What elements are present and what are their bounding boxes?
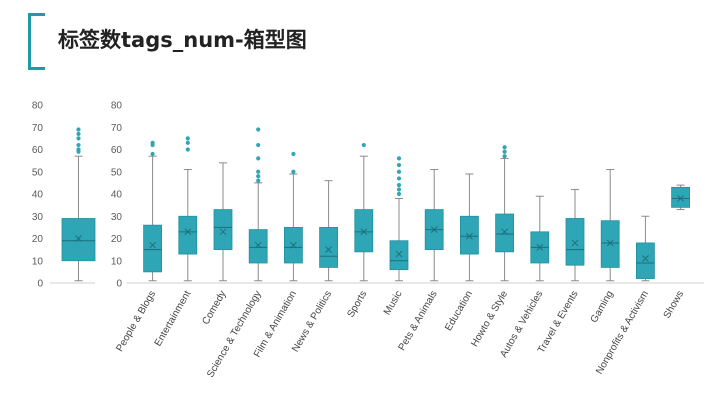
category-label: Shows xyxy=(662,289,687,320)
box-iqr xyxy=(389,240,409,271)
mean-marker xyxy=(254,241,262,249)
mean-marker xyxy=(75,235,82,242)
outlier-point xyxy=(76,131,81,137)
outlier-point xyxy=(76,136,81,141)
outlier-point xyxy=(256,169,261,174)
outlier-point xyxy=(396,156,402,161)
outlier-point xyxy=(396,176,402,181)
y-tick-label: 70 xyxy=(111,123,123,134)
mean-marker xyxy=(290,241,297,249)
category-label: Gaming xyxy=(589,289,616,325)
box-iqr xyxy=(319,226,339,268)
y-tick-label: 20 xyxy=(111,234,123,245)
y-tick-label: 40 xyxy=(111,190,123,201)
box-iqr xyxy=(61,218,96,262)
outlier-point xyxy=(76,147,81,152)
mean-marker xyxy=(642,255,649,262)
mean-marker xyxy=(536,244,544,251)
outlier-point xyxy=(185,136,190,141)
outlier-point xyxy=(256,174,261,179)
y-tick-label: 40 xyxy=(32,190,44,201)
outlier-point xyxy=(256,178,261,183)
box-iqr xyxy=(354,209,374,253)
outlier-point xyxy=(150,140,155,145)
outlier-point xyxy=(256,156,261,161)
mean-marker xyxy=(501,228,508,236)
y-tick-label: 10 xyxy=(111,256,123,267)
mean-marker xyxy=(360,228,368,236)
box-iqr xyxy=(459,215,479,255)
outlier-point xyxy=(256,127,261,132)
box-iqr xyxy=(636,242,655,279)
category-label: Education xyxy=(443,289,475,333)
category-label: Comedy xyxy=(200,289,228,327)
outlier-point xyxy=(502,149,507,154)
outlier-point xyxy=(502,154,507,159)
box-iqr xyxy=(213,209,233,251)
outlier-point xyxy=(76,127,81,132)
outlier-point xyxy=(291,151,296,157)
box-iqr xyxy=(671,186,690,208)
mean-marker xyxy=(149,241,156,249)
mean-marker xyxy=(430,226,438,233)
outlier-point xyxy=(396,191,402,197)
y-tick-label: 50 xyxy=(32,167,44,178)
box-iqr xyxy=(178,215,198,255)
outlier-point xyxy=(396,169,402,174)
page-title: 标签数tags_num-箱型图 xyxy=(58,28,307,52)
category-label: Pets & Animals xyxy=(397,289,440,353)
category-label: Howto & Style xyxy=(469,289,510,349)
outlier-point xyxy=(150,151,155,157)
category-label: People & Blogs xyxy=(114,289,158,354)
category-label: News & Politics xyxy=(290,289,334,354)
y-tick-label: 0 xyxy=(116,279,122,290)
mean-marker xyxy=(466,232,473,240)
y-tick-label: 10 xyxy=(32,256,44,267)
category-label: Sports xyxy=(345,289,369,320)
category-label: Music xyxy=(382,289,405,317)
outlier-point xyxy=(361,142,366,148)
mean-marker xyxy=(395,250,403,258)
y-tick-label: 0 xyxy=(37,279,43,290)
y-tick-label: 20 xyxy=(32,234,44,245)
mean-marker xyxy=(184,228,192,236)
y-tick-label: 70 xyxy=(32,123,44,134)
y-tick-label: 80 xyxy=(32,101,44,112)
box-iqr xyxy=(143,224,163,273)
outlier-point xyxy=(256,142,261,148)
outlier-point xyxy=(502,145,507,150)
y-tick-label: 60 xyxy=(111,145,123,156)
y-tick-label: 60 xyxy=(32,145,44,156)
y-tick-label: 30 xyxy=(32,212,44,223)
box-iqr xyxy=(565,218,585,266)
outlier-point xyxy=(185,140,190,145)
box-iqr xyxy=(248,229,268,264)
mean-marker xyxy=(219,228,227,236)
mean-marker xyxy=(571,239,579,247)
y-tick-label: 80 xyxy=(111,101,123,112)
outlier-point xyxy=(291,169,296,174)
y-tick-label: 50 xyxy=(111,167,123,178)
mean-marker xyxy=(325,246,332,253)
outlier-point xyxy=(396,162,402,168)
outlier-point xyxy=(396,183,402,188)
title-bracket-decoration xyxy=(28,13,45,70)
outlier-point xyxy=(76,142,81,148)
outlier-point xyxy=(185,147,190,152)
y-tick-label: 30 xyxy=(111,212,123,223)
mean-marker xyxy=(606,239,614,247)
mean-marker xyxy=(677,195,684,202)
box-iqr xyxy=(600,220,620,268)
outlier-point xyxy=(396,187,402,192)
box-iqr xyxy=(495,213,515,253)
category-label: Entertainment xyxy=(153,289,194,349)
